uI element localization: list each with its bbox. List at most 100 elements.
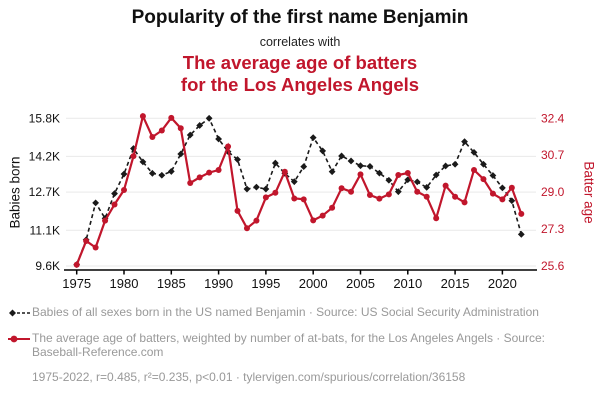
batter-age-data-point-marker — [253, 217, 260, 224]
batter-age-series-line — [75, 112, 523, 266]
legend-item-babies: Babies of all sexes born in the US named… — [8, 305, 594, 323]
batter-age-data-point-marker — [385, 191, 392, 198]
x-axis-tick-label: 2020 — [488, 276, 517, 291]
batter-age-data-point-marker — [433, 215, 440, 222]
batter-age-data-point-marker — [120, 186, 127, 193]
batter-age-data-point-marker — [404, 170, 411, 177]
x-axis-tick-label: 1990 — [204, 276, 233, 291]
batter-age-data-point-marker — [158, 127, 165, 134]
batter-age-data-point-marker — [262, 194, 269, 201]
right-axis-title: Batter age — [581, 161, 597, 224]
x-axis-tick-label: 2005 — [346, 276, 375, 291]
batter-age-data-point-marker — [414, 188, 421, 195]
batter-age-data-point-marker — [206, 169, 213, 176]
babies-data-point-marker — [253, 183, 260, 191]
secondary-title-line2: for the Los Angeles Angels — [180, 74, 420, 95]
babies-data-point-marker — [347, 157, 355, 165]
batter-age-data-point-marker — [243, 225, 250, 232]
batter-age-data-point-marker — [357, 171, 364, 178]
right-axis-tick-label: 32.4 — [541, 111, 565, 125]
babies-data-point-marker — [470, 148, 478, 156]
babies-data-point-marker — [394, 188, 402, 196]
batter-age-data-point-marker — [111, 201, 118, 208]
correlates-with-label: correlates with — [259, 35, 341, 49]
legend-babies-text: Babies of all sexes born in the US named… — [32, 305, 539, 319]
batter-age-data-point-marker — [149, 133, 156, 140]
left-axis-title: Babies born — [7, 156, 23, 229]
babies-data-point-marker — [158, 171, 166, 179]
batter-age-data-point-marker — [310, 217, 317, 224]
babies-data-point-marker — [271, 159, 279, 167]
batter-age-data-point-marker — [83, 238, 90, 245]
batter-age-data-point-marker — [319, 212, 326, 219]
batter-age-data-point-marker — [234, 207, 241, 214]
babies-data-point-marker — [432, 171, 440, 179]
batter-age-data-point-marker — [499, 196, 506, 203]
secondary-title-line1: The average age of batters — [182, 52, 418, 73]
left-axis-tick-label: 11.1K — [30, 223, 60, 237]
babies-data-point-marker — [338, 152, 345, 160]
babies-data-point-marker — [148, 169, 156, 177]
babies-data-point-marker — [413, 178, 421, 186]
x-axis-tick-label: 1975 — [62, 276, 91, 291]
batter-age-data-point-marker — [518, 210, 525, 217]
batter-age-data-point-marker — [395, 171, 402, 178]
left-axis-tick-label: 14.2K — [29, 149, 60, 163]
babies-data-point-marker — [300, 163, 308, 171]
babies-data-point-marker — [489, 172, 497, 179]
batter-age-data-point-marker — [168, 114, 175, 121]
babies-data-point-marker — [290, 178, 298, 186]
babies-data-point-marker — [423, 183, 431, 191]
babies-data-point-marker — [309, 134, 317, 141]
babies-data-point-marker — [111, 190, 118, 197]
babies-data-point-marker — [385, 176, 393, 184]
page-title: Popularity of the first name Benjamin — [131, 7, 469, 28]
batter-age-data-point-marker — [139, 113, 146, 120]
batter-age-data-point-marker — [423, 193, 430, 200]
babies-data-point-marker — [328, 168, 336, 176]
secondary-title: The average age of batters for the Los A… — [0, 52, 600, 96]
babies-data-point-marker — [262, 185, 270, 193]
babies-data-point-marker — [480, 160, 487, 168]
x-axis-tick-label: 2000 — [299, 276, 328, 291]
babies-data-point-marker — [167, 168, 175, 175]
babies-data-point-marker — [92, 199, 100, 207]
x-axis-tick-label: 1985 — [157, 276, 186, 291]
batter-age-data-point-marker — [187, 180, 194, 187]
babies-data-point-marker — [517, 230, 525, 238]
left-axis-tick-label: 9.6K — [35, 259, 60, 273]
batter-age-data-point-marker — [442, 182, 449, 189]
batter-age-data-point-marker — [461, 199, 468, 206]
batter-age-data-point-marker — [102, 217, 109, 224]
x-axis-tick-label: 2010 — [393, 276, 422, 291]
legend-item-batter-age: The average age of batters, weighted by … — [8, 331, 594, 360]
batter-age-data-point-marker — [489, 190, 496, 197]
left-axis-tick-label: 12.7K — [29, 185, 60, 199]
batter-age-data-point-marker — [508, 184, 515, 191]
stats-citation-line: 1975-2022, r=0.485, r²=0.235, p<0.01 · t… — [32, 369, 466, 384]
left-axis-tick-label: 15.8K — [29, 111, 60, 125]
right-axis-tick-label: 27.3 — [541, 222, 565, 236]
batter-age-data-point-marker — [329, 204, 336, 211]
legend-batter-age-text: The average age of batters, weighted by … — [32, 330, 545, 360]
babies-data-point-marker — [319, 147, 327, 155]
batter-age-data-point-marker — [281, 168, 288, 175]
babies-data-point-marker — [177, 150, 185, 158]
black-diamond-dashed-icon — [8, 305, 32, 323]
x-axis-tick-label: 2015 — [441, 276, 470, 291]
batter-age-data-point-marker — [300, 196, 307, 203]
babies-data-point-marker — [508, 197, 516, 205]
batter-age-data-point-marker — [291, 195, 298, 202]
babies-data-point-marker — [366, 163, 374, 170]
x-axis-tick-label: 1995 — [251, 276, 280, 291]
batter-age-data-point-marker — [225, 143, 232, 150]
batter-age-data-point-marker — [480, 176, 487, 183]
x-axis-tick-label: 1980 — [110, 276, 139, 291]
babies-data-point-marker — [243, 185, 251, 193]
line-chart: 9.6K 11.1K 12.7K 14.2K 15.8K 25.6 27.3 29.0 30.7… — [29, 111, 565, 291]
right-axis-tick-label: 30.7 — [541, 148, 565, 162]
batter-age-data-point-marker — [471, 166, 478, 173]
batter-age-data-point-marker — [338, 185, 345, 192]
babies-series-line — [75, 117, 523, 265]
babies-data-point-marker — [205, 114, 213, 122]
